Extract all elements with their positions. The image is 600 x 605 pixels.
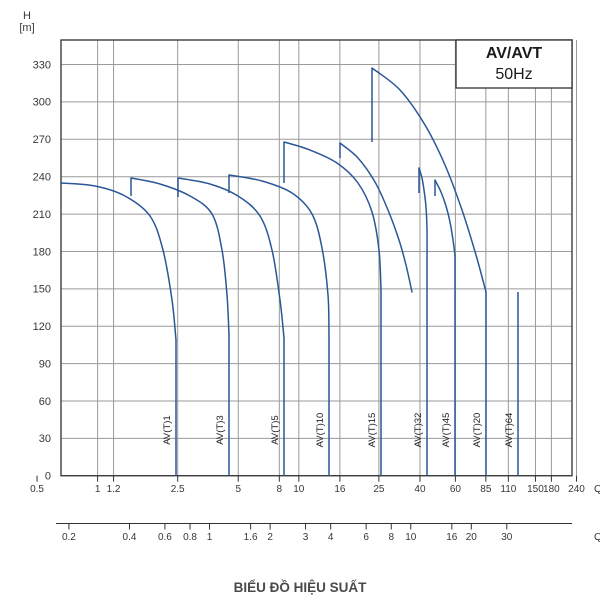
svg-text:330: 330 <box>33 59 51 71</box>
svg-text:120: 120 <box>33 321 51 333</box>
svg-text:0.5: 0.5 <box>30 484 44 495</box>
svg-text:1: 1 <box>207 532 213 543</box>
svg-text:10: 10 <box>405 532 417 543</box>
svg-text:0: 0 <box>45 471 51 483</box>
svg-text:8: 8 <box>388 532 394 543</box>
svg-text:0.6: 0.6 <box>158 532 172 543</box>
svg-text:AV(T)3: AV(T)3 <box>215 415 226 444</box>
svg-text:AV(T)5: AV(T)5 <box>270 415 281 444</box>
svg-text:H: H <box>23 10 31 22</box>
svg-text:AV/AVT: AV/AVT <box>486 45 543 62</box>
svg-text:0.8: 0.8 <box>183 532 197 543</box>
svg-text:3: 3 <box>303 532 309 543</box>
svg-text:1: 1 <box>95 484 101 495</box>
svg-text:AV(T)20: AV(T)20 <box>472 413 483 448</box>
svg-text:10: 10 <box>293 484 305 495</box>
svg-text:1.6: 1.6 <box>244 532 258 543</box>
svg-text:30: 30 <box>501 532 513 543</box>
svg-text:25: 25 <box>373 484 385 495</box>
svg-text:AV(T)32: AV(T)32 <box>413 413 424 448</box>
svg-text:30: 30 <box>39 433 51 445</box>
svg-text:Q[l/s]: Q[l/s] <box>594 531 600 543</box>
svg-text:150: 150 <box>33 284 51 296</box>
svg-text:60: 60 <box>39 396 51 408</box>
svg-text:110: 110 <box>500 484 516 495</box>
svg-text:6: 6 <box>363 532 369 543</box>
svg-text:0.2: 0.2 <box>62 532 76 543</box>
svg-text:2.5: 2.5 <box>171 484 185 495</box>
svg-text:AV(T)45: AV(T)45 <box>441 413 452 448</box>
svg-text:60: 60 <box>450 484 462 495</box>
svg-text:4: 4 <box>328 532 334 543</box>
svg-text:1.2: 1.2 <box>107 484 121 495</box>
svg-text:BIỂU ĐỒ HIỆU SUẤT: BIỂU ĐỒ HIỆU SUẤT <box>234 580 368 595</box>
svg-text:50Hz: 50Hz <box>495 66 532 83</box>
svg-text:270: 270 <box>33 134 51 146</box>
svg-text:16: 16 <box>334 484 346 495</box>
svg-text:5: 5 <box>235 484 241 495</box>
svg-text:Q[m: Q[m <box>594 483 600 495</box>
svg-text:AV(T)64: AV(T)64 <box>504 413 515 448</box>
svg-text:180: 180 <box>543 484 560 495</box>
svg-text:180: 180 <box>33 246 51 258</box>
svg-text:20: 20 <box>466 532 478 543</box>
svg-text:2: 2 <box>267 532 273 543</box>
svg-text:AV(T)15: AV(T)15 <box>367 413 378 448</box>
svg-text:0.4: 0.4 <box>123 532 137 543</box>
svg-text:300: 300 <box>33 97 51 109</box>
svg-text:AV(T)1: AV(T)1 <box>162 415 173 444</box>
svg-text:240: 240 <box>568 484 585 495</box>
svg-text:40: 40 <box>414 484 426 495</box>
svg-text:240: 240 <box>33 171 51 183</box>
svg-text:16: 16 <box>446 532 458 543</box>
svg-text:[m]: [m] <box>19 22 34 34</box>
svg-text:90: 90 <box>39 358 51 370</box>
svg-text:150: 150 <box>527 484 544 495</box>
svg-text:8: 8 <box>277 484 283 495</box>
svg-text:AV(T)10: AV(T)10 <box>315 413 326 448</box>
svg-text:85: 85 <box>480 484 492 495</box>
svg-text:210: 210 <box>33 209 51 221</box>
